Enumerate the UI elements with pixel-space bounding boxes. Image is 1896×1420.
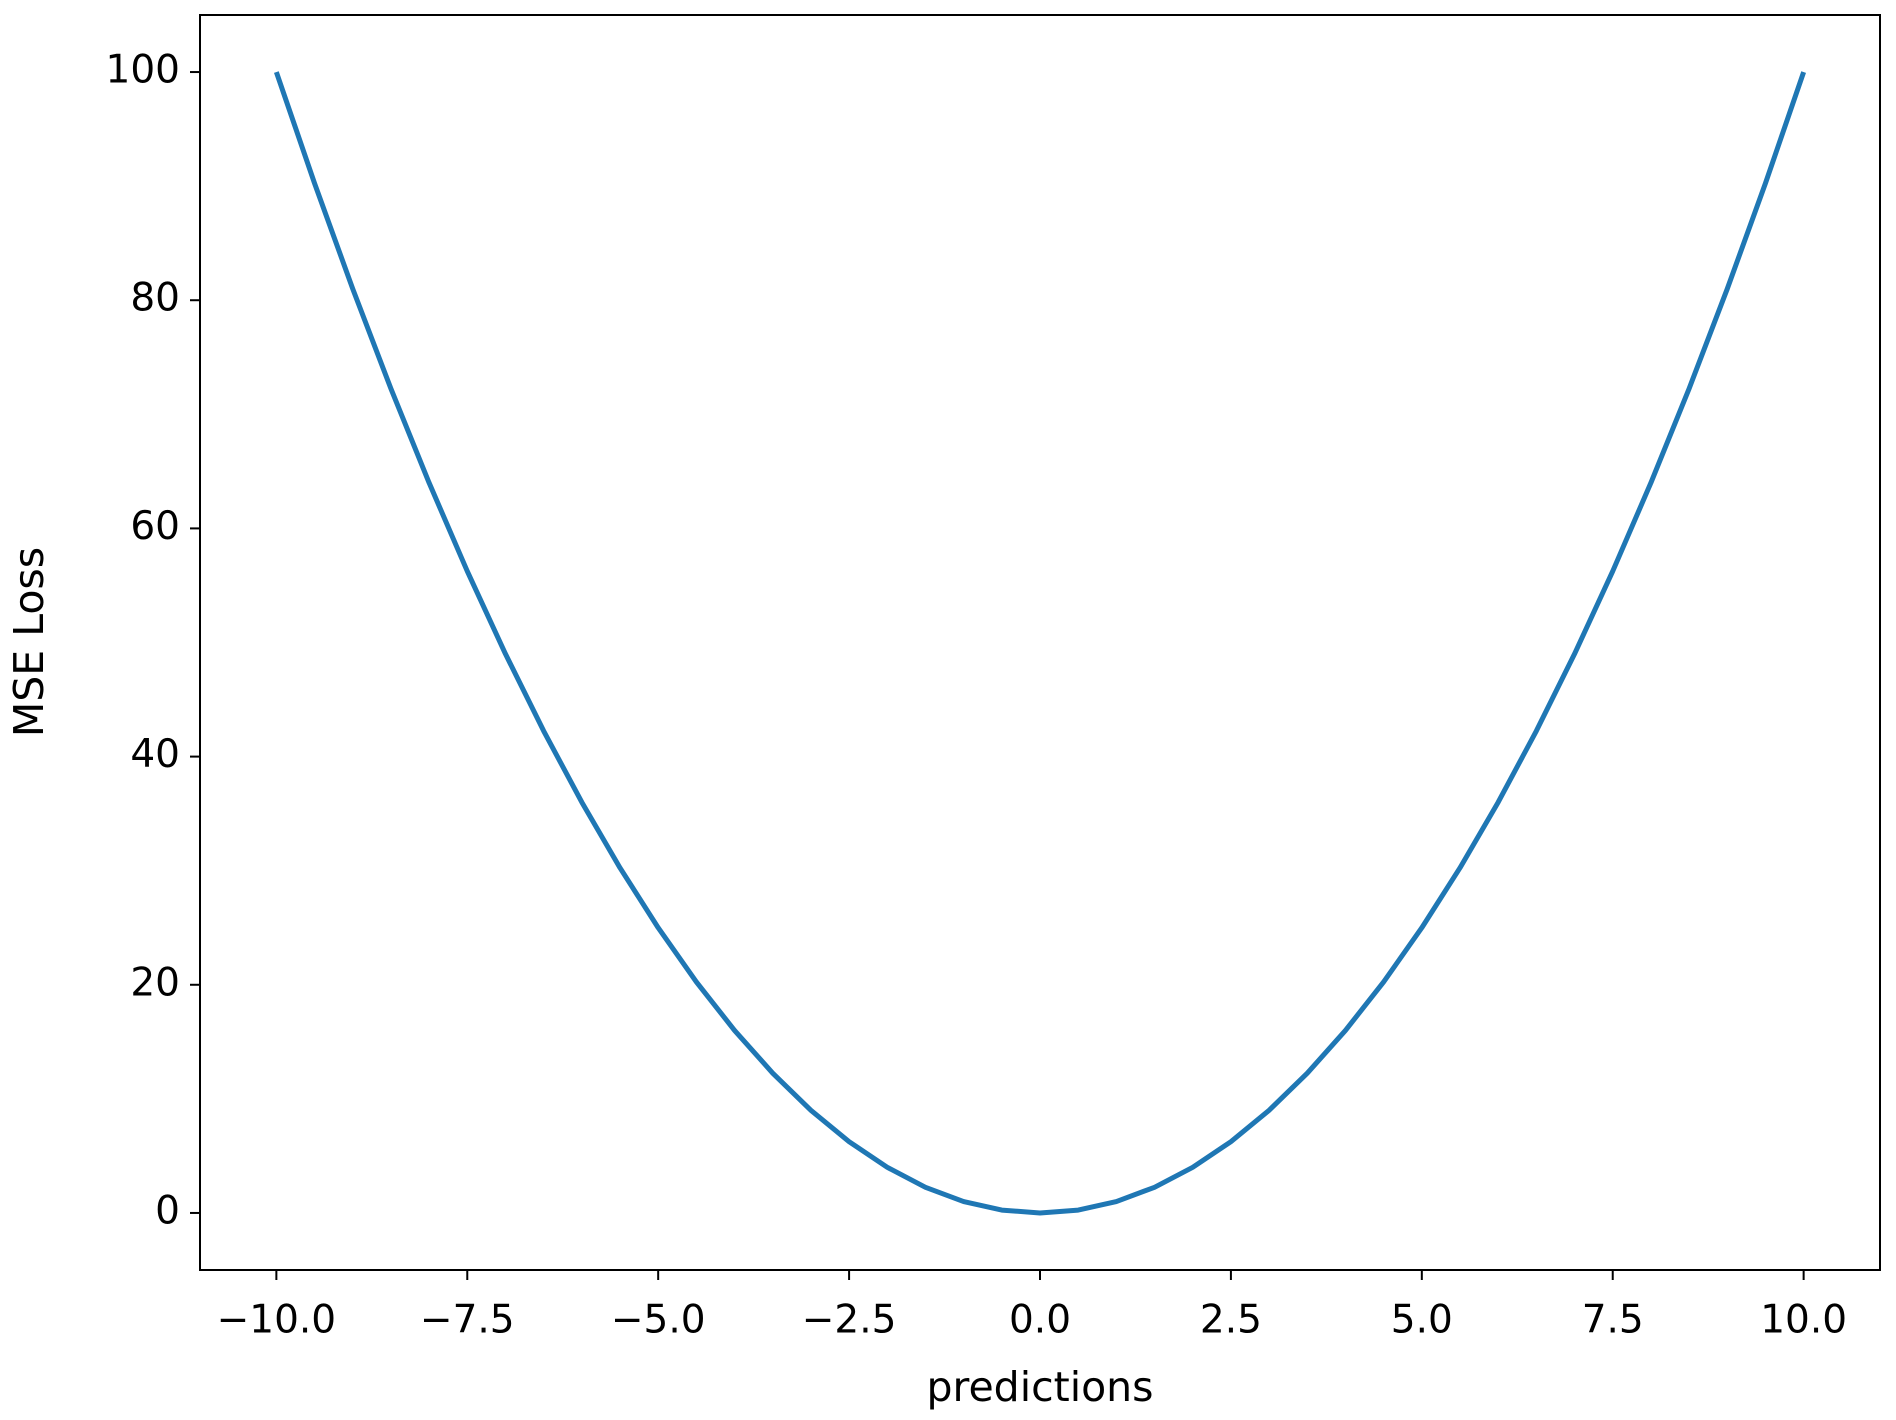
x-axis-label: predictions [926,1363,1153,1411]
x-tick-label: 7.5 [1582,1298,1644,1343]
y-axis-label: MSE Loss [5,547,53,737]
x-tick-label: 10.0 [1760,1298,1847,1343]
x-tick-label: 0.0 [1009,1298,1071,1343]
x-tick-label: −10.0 [217,1298,337,1343]
axes-frame [199,14,1881,1271]
y-tick-label: 100 [106,48,180,93]
y-tick-label: 0 [155,1188,180,1233]
line [273,71,1807,1216]
x-tick-label: 2.5 [1200,1298,1262,1343]
x-tick-label: 5.0 [1391,1298,1453,1343]
y-tick-label: 80 [130,276,180,321]
x-tick-label: −2.5 [802,1298,897,1343]
y-tick-label: 60 [130,504,180,549]
x-tick-label: −5.0 [611,1298,706,1343]
y-tick-label: 20 [130,960,180,1005]
y-tick-label: 40 [130,732,180,777]
x-tick-label: −7.5 [420,1298,515,1343]
